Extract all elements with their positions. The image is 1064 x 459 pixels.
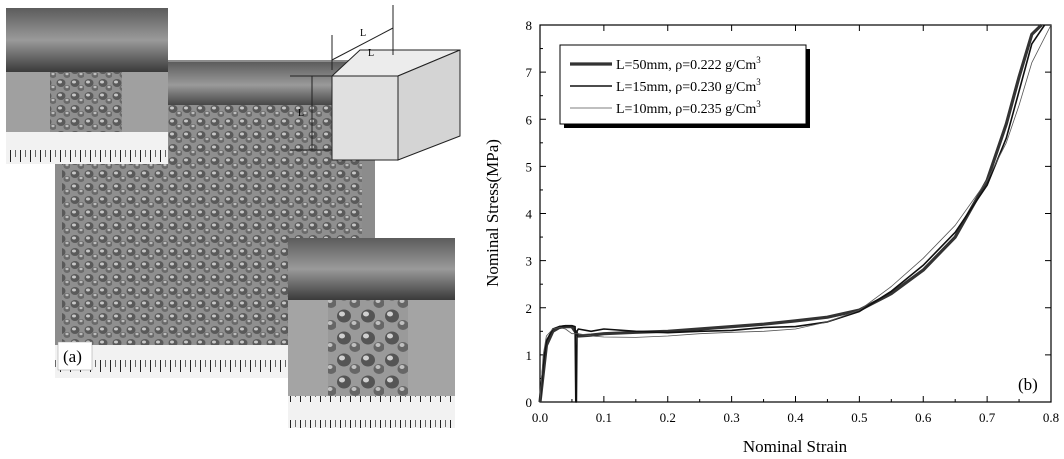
x-tick-label: 0.3 <box>724 410 740 425</box>
panel-a-label-box <box>57 341 93 371</box>
x-tick-label: 0.4 <box>787 410 804 425</box>
panel-b-label: (b) <box>1018 375 1038 394</box>
x-axis-label: Nominal Strain <box>743 437 848 456</box>
series-line-1 <box>539 24 1046 403</box>
cube-depth-label: L <box>360 28 366 39</box>
y-axis-label: Nominal Stress(MPa) <box>483 139 502 287</box>
y-tick-label: 0 <box>526 395 533 410</box>
y-tick-label: 1 <box>526 348 533 363</box>
x-tick-label: 0.1 <box>596 410 612 425</box>
y-tick-label: 6 <box>526 112 533 127</box>
y-tick-label: 8 <box>526 18 533 33</box>
series-line-2 <box>539 24 1052 403</box>
y-tick-label: 2 <box>526 301 533 316</box>
legend-entry-2: L=10mm, ρ=0.235 g/Cm3 <box>616 99 761 117</box>
x-tick-labels: 0.0 0.1 0.2 0.3 0.4 0.5 0.6 0.7 0.8 <box>532 410 1059 425</box>
x-tick-label: 0.2 <box>660 410 676 425</box>
x-tick-label: 0.7 <box>979 410 996 425</box>
small-specimen-photo <box>288 238 455 428</box>
legend: L=50mm, ρ=0.222 g/Cm3 L=15mm, ρ=0.230 g/… <box>559 44 810 128</box>
panel-a-label: (a) <box>63 347 82 366</box>
x-tick-label: 0.8 <box>1043 410 1059 425</box>
y-tick-label: 4 <box>526 207 533 222</box>
y-tick-labels: 0 1 2 3 4 5 6 7 8 <box>526 18 533 410</box>
legend-box <box>559 44 807 125</box>
specimen-photos-panel: L L L (a) <box>6 5 461 428</box>
legend-entry-0: L=50mm, ρ=0.222 g/Cm3 <box>616 55 761 73</box>
x-tick-label: 0.6 <box>915 410 932 425</box>
y-tick-label: 7 <box>526 65 533 80</box>
stress-strain-chart: 0.0 0.1 0.2 0.3 0.4 0.5 0.6 0.7 0.8 0 1 2 3 4 5 6 7 8 No… <box>483 18 1059 456</box>
x-tick-label: 0.0 <box>532 410 548 425</box>
cube-width-label: L <box>368 48 374 59</box>
legend-entry-1: L=15mm, ρ=0.230 g/Cm3 <box>616 77 761 95</box>
y-tick-label: 3 <box>526 254 533 269</box>
series-lines <box>538 23 1052 403</box>
medium-specimen-photo <box>6 8 168 164</box>
cube-schematic <box>290 5 461 161</box>
cube-height-label: L <box>298 108 304 119</box>
y-tick-label: 5 <box>526 159 533 174</box>
x-tick-label: 0.5 <box>851 410 867 425</box>
